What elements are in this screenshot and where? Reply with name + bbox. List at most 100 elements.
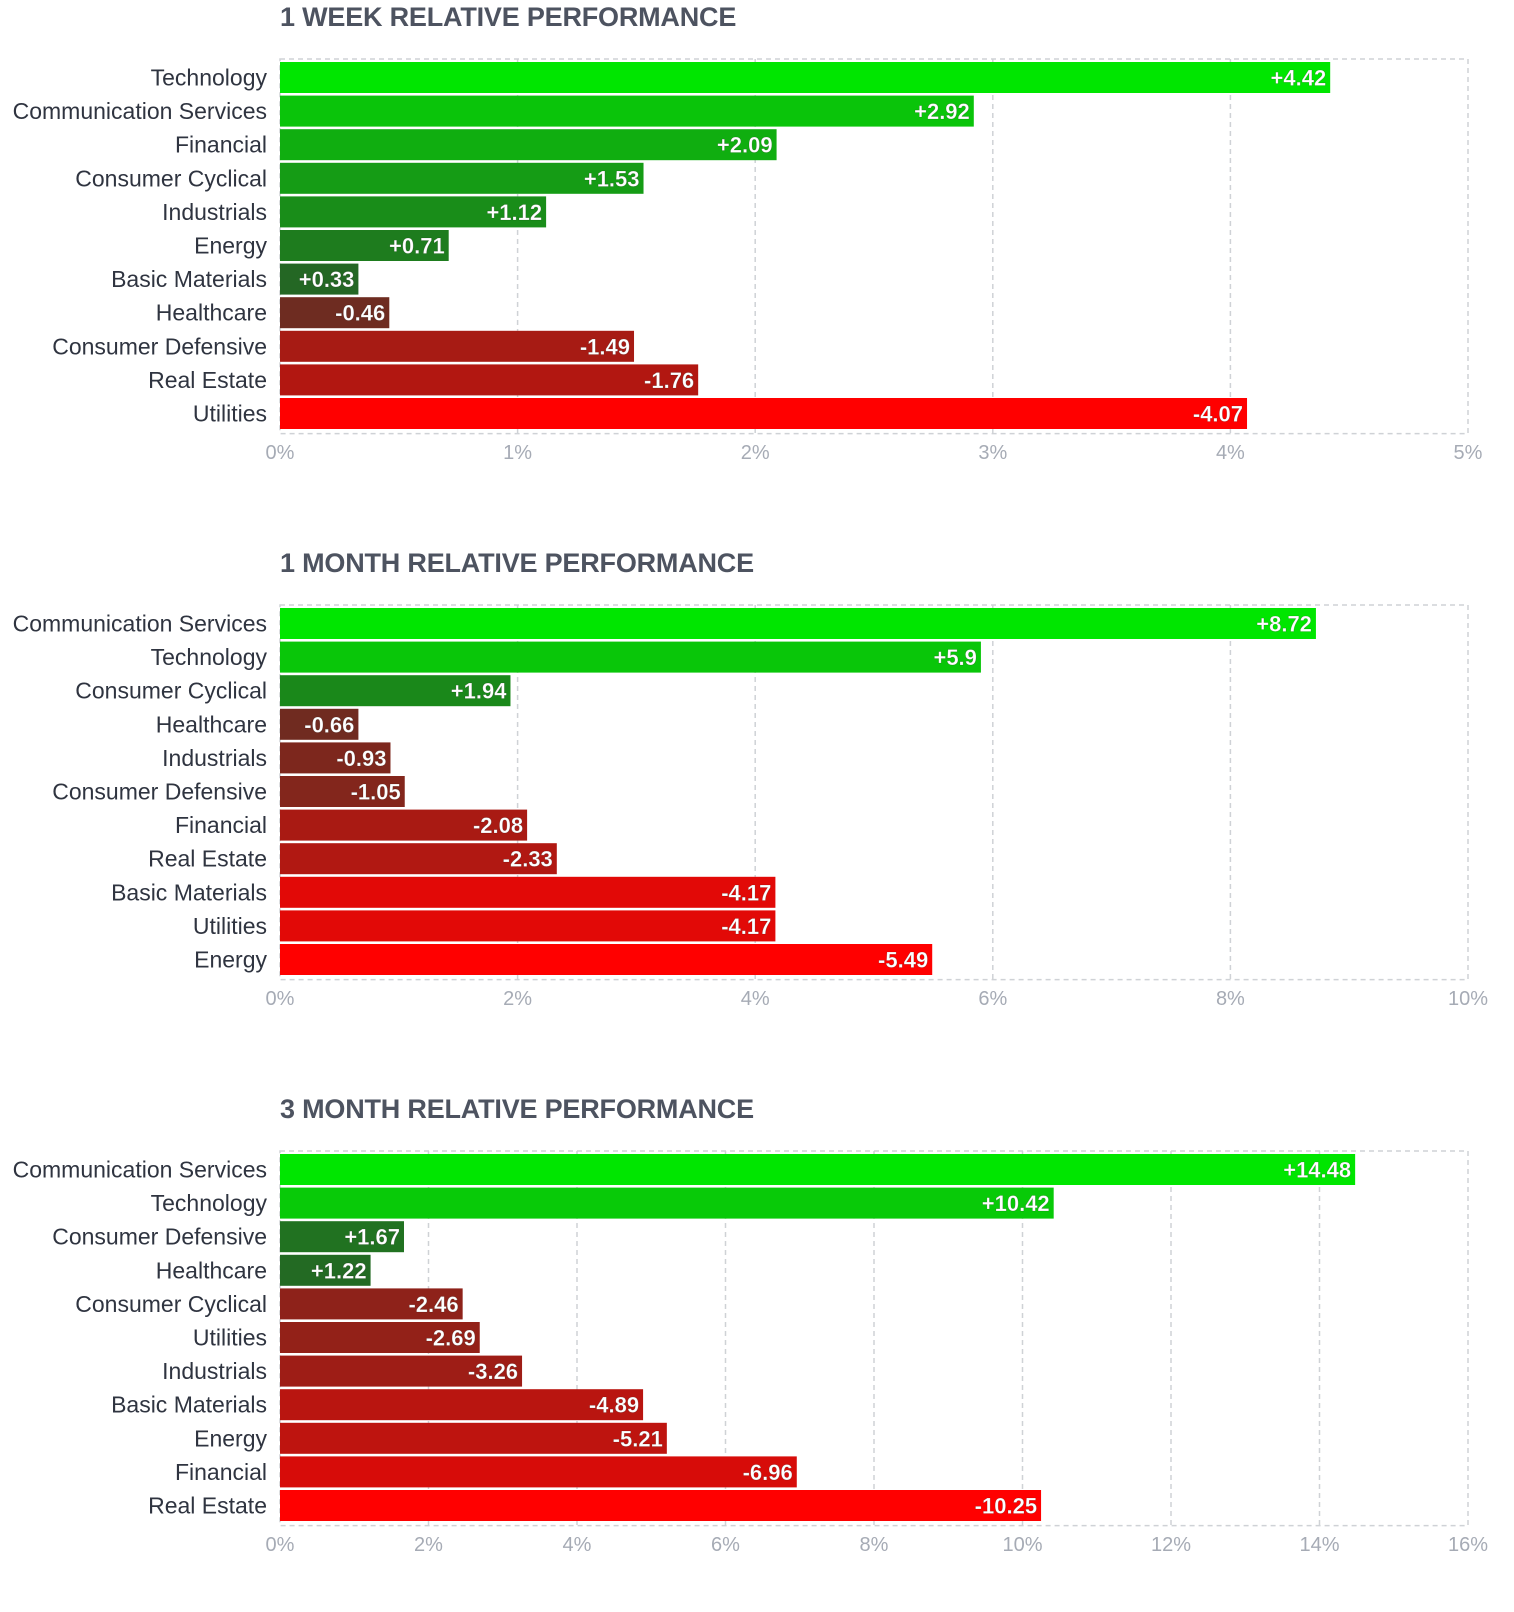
- bar: [280, 675, 511, 707]
- value-label: -4.89: [589, 1393, 639, 1418]
- value-label: -2.08: [473, 813, 523, 838]
- x-tick-label: 10%: [1448, 988, 1488, 1010]
- x-tick-label: 2%: [503, 988, 532, 1010]
- bar: [280, 910, 776, 942]
- category-label: Financial: [175, 1459, 267, 1485]
- x-tick-label: 14%: [1299, 1534, 1339, 1556]
- category-label: Consumer Defensive: [52, 779, 267, 805]
- category-label: Basic Materials: [111, 1392, 267, 1418]
- value-label: +8.72: [1256, 612, 1312, 637]
- value-label: -5.49: [878, 948, 928, 973]
- bar: [280, 1456, 797, 1488]
- bar: [280, 1490, 1042, 1521]
- category-label: Technology: [151, 65, 268, 91]
- chart-title: 3 MONTH RELATIVE PERFORMANCE: [280, 1094, 754, 1124]
- category-label: Consumer Defensive: [52, 1224, 267, 1250]
- x-tick-label: 6%: [978, 988, 1007, 1010]
- category-label: Technology: [151, 644, 268, 670]
- chart-panel-3-month: 3 MONTH RELATIVE PERFORMANCE 0% 2% 4% 6% 8% 1…: [0, 1092, 1514, 1612]
- bar: [280, 608, 1316, 639]
- bar: [280, 230, 449, 261]
- bar: [280, 196, 547, 228]
- bar: [280, 776, 405, 807]
- category-label: Industrials: [162, 745, 267, 771]
- x-tick-label: 4%: [741, 988, 770, 1010]
- value-label: +14.48: [1283, 1158, 1351, 1183]
- category-label: Communication Services: [13, 98, 267, 124]
- category-label: Energy: [194, 1425, 267, 1451]
- bar: [280, 1187, 1054, 1219]
- x-tick-label: 8%: [1216, 988, 1245, 1010]
- bar: [280, 129, 777, 161]
- x-tick-label: 4%: [563, 1534, 592, 1556]
- category-label: Energy: [194, 947, 267, 973]
- value-label: -1.49: [580, 334, 630, 359]
- value-label: -4.17: [721, 880, 771, 905]
- bar: [280, 1288, 463, 1320]
- category-label: Industrials: [162, 199, 267, 225]
- bar: [280, 843, 557, 875]
- bar: [280, 364, 699, 396]
- bar: [280, 641, 981, 673]
- category-label: Communication Services: [13, 611, 267, 637]
- x-tick-label: 8%: [860, 1534, 889, 1556]
- bar: [280, 330, 635, 362]
- value-label: +1.12: [486, 200, 542, 225]
- value-label: +4.42: [1271, 66, 1327, 91]
- bar-chart-1-month: 0% 2% 4% 6% 8% 10% Communication Services +8.72…: [13, 604, 1488, 1010]
- bar: [280, 1154, 1356, 1185]
- value-label: -0.46: [335, 301, 385, 326]
- category-label: Technology: [151, 1190, 268, 1216]
- category-label: Healthcare: [156, 1257, 267, 1283]
- x-tick-label: 4%: [1216, 442, 1245, 464]
- x-tick-label: 2%: [741, 442, 770, 464]
- bar: [280, 876, 776, 908]
- value-label: -4.17: [721, 914, 771, 939]
- value-label: +5.9: [933, 645, 976, 670]
- chart-panel-1-week: 1 WEEK RELATIVE PERFORMANCE 0% 1% 2% 3% 4% 5%…: [0, 0, 1514, 520]
- value-label: +1.22: [311, 1258, 367, 1283]
- value-label: -6.96: [743, 1460, 793, 1485]
- category-label: Utilities: [193, 401, 267, 427]
- bar: [280, 162, 644, 194]
- value-label: -0.66: [304, 712, 354, 737]
- category-label: Consumer Cyclical: [75, 1291, 267, 1317]
- x-tick-label: 0%: [266, 1534, 295, 1556]
- category-label: Consumer Defensive: [52, 333, 267, 359]
- category-label: Consumer Cyclical: [75, 678, 267, 704]
- value-label: -10.25: [975, 1494, 1037, 1519]
- value-label: +1.67: [344, 1225, 400, 1250]
- bar: [280, 809, 528, 841]
- bar: [280, 263, 359, 295]
- bar: [280, 297, 390, 329]
- category-label: Energy: [194, 233, 267, 259]
- value-label: +0.71: [389, 234, 445, 259]
- x-tick-label: 0%: [266, 442, 295, 464]
- category-label: Industrials: [162, 1358, 267, 1384]
- bar-chart-1-week: 0% 1% 2% 3% 4% 5% Technology +4.42 Communication…: [13, 58, 1483, 464]
- value-label: +2.09: [717, 133, 773, 158]
- value-label: +1.53: [584, 166, 640, 191]
- x-tick-label: 16%: [1448, 1534, 1488, 1556]
- bar: [280, 944, 933, 975]
- bar: [280, 1322, 480, 1353]
- value-label: +0.33: [299, 267, 355, 292]
- category-label: Real Estate: [148, 367, 267, 393]
- value-label: -3.26: [468, 1359, 518, 1384]
- chart-title: 1 MONTH RELATIVE PERFORMANCE: [280, 548, 754, 578]
- value-label: +2.92: [914, 99, 970, 124]
- bar: [280, 742, 391, 774]
- bar: [280, 95, 974, 127]
- value-label: -1.76: [644, 368, 694, 393]
- bar: [280, 1254, 371, 1286]
- bar: [280, 398, 1248, 429]
- category-label: Real Estate: [148, 1493, 267, 1519]
- bar: [280, 1422, 667, 1454]
- x-tick-label: 5%: [1454, 442, 1483, 464]
- value-label: -2.46: [408, 1292, 458, 1317]
- category-label: Healthcare: [156, 300, 267, 326]
- category-label: Financial: [175, 812, 267, 838]
- category-label: Consumer Cyclical: [75, 165, 267, 191]
- bar: [280, 1355, 523, 1387]
- value-label: -5.21: [613, 1426, 663, 1451]
